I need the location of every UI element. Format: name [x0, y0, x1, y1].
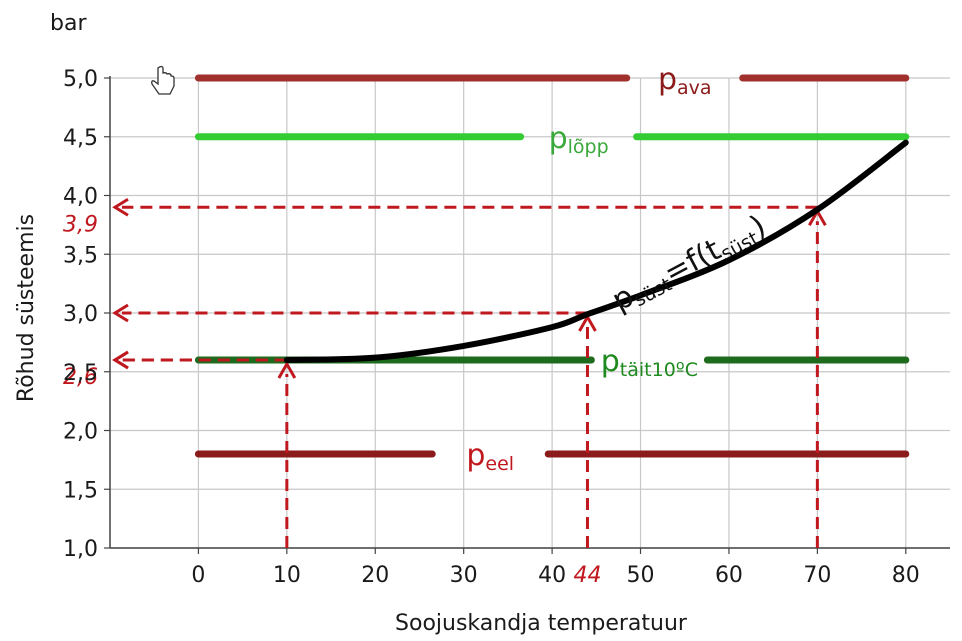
annotation-y-label: 3,9 — [63, 212, 98, 237]
x-axis-title: Soojuskandja temperatuur — [395, 611, 688, 636]
x-tick-label: 0 — [191, 563, 205, 588]
pressure-line-label: ptäit10ºC — [601, 344, 698, 381]
y-tick-label: 1,5 — [63, 478, 98, 503]
arrowhead-left — [112, 197, 129, 217]
y-tick-label: 3,0 — [63, 302, 98, 327]
y-tick-label: 4,5 — [63, 126, 98, 151]
arrowhead-up — [277, 360, 297, 379]
tick-labels: 0 10 20 30 40 50 60 70 80 1,0 1,5 2,0 2,5 3,0 3,5 4,0 4,… — [63, 67, 920, 588]
pressure-line-label: peel — [466, 438, 514, 475]
system-pressure-curve: psüst=f(tsüst) — [283, 139, 909, 363]
y-tick-label: 4,0 — [63, 185, 98, 210]
pressure-line-label: pava — [658, 62, 712, 99]
annotation-y-label: 2,6 — [63, 365, 98, 390]
x-tick-label: 50 — [627, 563, 655, 588]
x-tick-label: 60 — [715, 563, 743, 588]
hand-cursor-icon — [151, 65, 175, 95]
y-tick-label: 2,0 — [63, 420, 98, 445]
x-tick-label: 80 — [892, 563, 920, 588]
y-tick-label: 3,5 — [63, 243, 98, 268]
curve-label: psüst=f(tsüst) — [607, 208, 773, 320]
arrowhead-left — [112, 350, 129, 370]
annotation-arrows: 2,6 44 3,9 — [63, 197, 827, 588]
x-tick-label: 30 — [450, 563, 478, 588]
x-tick-label: 70 — [803, 563, 831, 588]
pressure-line-label: plõpp — [549, 121, 609, 158]
curve-line — [283, 139, 909, 363]
annotation-x-label: 44 — [573, 563, 601, 588]
y-tick-label: 1,0 — [63, 537, 98, 562]
y-axis-title: Rõhud süsteemis — [14, 214, 39, 402]
x-tick-label: 10 — [273, 563, 301, 588]
x-tick-label: 20 — [361, 563, 389, 588]
y-tick-label: 5,0 — [63, 67, 98, 92]
arrowhead-left — [112, 303, 129, 323]
unit-label: bar — [50, 11, 87, 36]
chart-axes — [109, 76, 950, 549]
y-tick-label: 2,5 — [63, 361, 98, 386]
x-tick-label: 40 — [538, 563, 566, 588]
axis-titles: bar Soojuskandja temperatuur Rõhud süste… — [14, 11, 688, 636]
pressure-lines: pava plõpp ptäit10ºC peel — [194, 62, 910, 475]
